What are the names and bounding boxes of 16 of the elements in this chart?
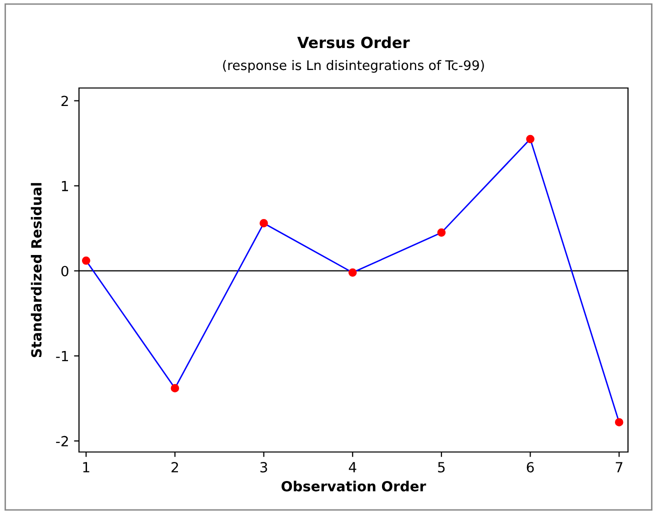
chart-subtitle: (response is Ln disintegrations of Tc-99)	[223, 60, 484, 73]
x-tick-label: 7	[616, 462, 622, 472]
x-axis-title: Observation Order	[282, 480, 426, 492]
y-tick-label: 0	[61, 266, 68, 276]
chart-title: Versus Order	[297, 36, 410, 48]
x-tick-label: 6	[526, 462, 534, 472]
y-axis-title: Standardized Residual	[30, 183, 42, 358]
y-tick-label: -1	[56, 351, 68, 362]
x-tick-label: 5	[438, 462, 445, 472]
y-tick-label: 1	[62, 180, 68, 192]
x-tick-label: 3	[260, 462, 268, 472]
x-tick-label: 2	[172, 462, 178, 472]
x-tick-label: 4	[348, 462, 356, 472]
y-tick-label: 2	[61, 96, 68, 106]
y-tick-label: -2	[56, 436, 68, 446]
x-tick-label: 1	[83, 462, 90, 472]
